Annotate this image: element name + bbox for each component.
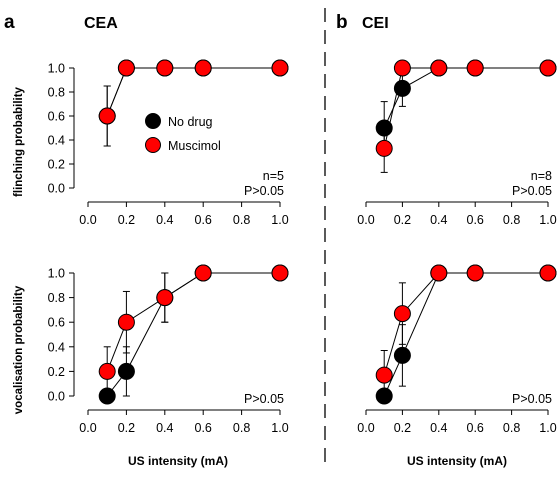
y-tick-label: 0.8 <box>48 86 65 100</box>
data-point-muscimol <box>393 59 411 77</box>
y-tick-label: 0.4 <box>48 134 65 148</box>
x-tick-label: 0.0 <box>79 421 96 435</box>
y-tick-label: 0.6 <box>48 110 65 124</box>
data-point-muscimol <box>156 59 174 77</box>
data-point-muscimol <box>156 289 174 307</box>
legend-label-muscimol: Muscimol <box>168 139 221 153</box>
data-point-muscimol <box>375 139 393 157</box>
data-point-muscimol <box>539 264 557 282</box>
x-tick-label: 0.4 <box>156 421 173 435</box>
series-line-no-drug <box>383 67 548 129</box>
data-point-muscimol <box>117 59 135 77</box>
y-tick-label: 1.0 <box>48 62 65 76</box>
x-tick-label: 0.0 <box>357 421 374 435</box>
x-tick-label: 0.6 <box>195 421 212 435</box>
data-point-muscimol <box>117 313 135 331</box>
data-point-muscimol <box>271 59 289 77</box>
data-point-no-drug <box>375 387 393 405</box>
annotation: P>0.05 <box>512 184 552 198</box>
legend-label-no-drug: No drug <box>168 115 213 129</box>
panel-title-cea: CEA <box>84 15 118 32</box>
series-line-muscimol <box>383 67 548 149</box>
data-point-no-drug <box>98 387 116 405</box>
x-tick-label: 1.0 <box>539 421 556 435</box>
y-tick-label: 0.0 <box>48 182 65 196</box>
x-tick-label: 0.8 <box>233 421 250 435</box>
data-point-muscimol <box>194 264 212 282</box>
data-point-muscimol <box>194 59 212 77</box>
data-point-no-drug <box>375 119 393 137</box>
data-point-no-drug <box>393 346 411 364</box>
data-point-no-drug <box>393 79 411 97</box>
chart-cea-vocalisation: 0.0 0.2 0.4 0.6 0.8 1.0 0.0 0.2 0.4 0.6 0.8 1.0 P>0.… <box>48 264 289 435</box>
annotation: P>0.05 <box>244 392 284 406</box>
y-tick-label: 0.2 <box>48 158 65 172</box>
data-point-no-drug <box>117 362 135 380</box>
x-tick-label: 0.0 <box>357 213 374 227</box>
data-point-muscimol <box>98 362 116 380</box>
x-tick-label: 1.0 <box>271 213 288 227</box>
panel-letter-b: b <box>336 12 348 33</box>
data-point-muscimol <box>430 264 448 282</box>
x-tick-label: 0.2 <box>394 213 411 227</box>
x-tick-label: 0.2 <box>118 213 135 227</box>
series-line-no-drug <box>383 272 548 397</box>
legend-marker-muscimol <box>145 137 161 153</box>
chart-cei-vocalisation: 0.0 0.2 0.4 0.6 0.8 1.0 P>0.05 <box>357 264 557 435</box>
data-point-muscimol <box>466 59 484 77</box>
data-point-muscimol <box>393 305 411 323</box>
x-tick-label: 0.8 <box>503 421 520 435</box>
y-tick-label: 0.0 <box>48 390 65 404</box>
y-tick-label: 0.8 <box>48 291 65 305</box>
x-tick-label: 0.8 <box>503 213 520 227</box>
chart-cei-flinching: 0.0 0.2 0.4 0.6 0.8 1.0 n=8P>0.05 <box>357 59 557 227</box>
legend-marker-no-drug <box>145 113 161 129</box>
x-tick-label: 1.0 <box>271 421 288 435</box>
y-tick-label: 0.2 <box>48 365 65 379</box>
y-tick-label: 0.4 <box>48 340 65 354</box>
x-tick-label: 0.4 <box>430 421 447 435</box>
x-tick-label: 0.8 <box>233 213 250 227</box>
data-point-muscimol <box>375 366 393 384</box>
x-label-cea: US intensity (mA) <box>128 454 228 468</box>
annotation: n=8 <box>531 169 552 183</box>
panel-title-cei: CEI <box>362 15 389 32</box>
data-point-muscimol <box>466 264 484 282</box>
data-point-muscimol <box>98 107 116 125</box>
x-tick-label: 0.0 <box>79 213 96 227</box>
series-line-no-drug <box>106 272 280 397</box>
x-tick-label: 0.4 <box>430 213 447 227</box>
annotation: P>0.05 <box>244 184 284 198</box>
data-point-muscimol <box>430 59 448 77</box>
panel-letter-a: a <box>4 12 15 33</box>
data-point-muscimol <box>271 264 289 282</box>
y-label-vocalisation: vocalisation probability <box>13 285 25 414</box>
legend: No drug Muscimol <box>145 113 221 153</box>
y-tick-label: 0.6 <box>48 316 65 330</box>
x-tick-label: 0.2 <box>118 421 135 435</box>
x-tick-label: 0.4 <box>156 213 173 227</box>
data-point-muscimol <box>539 59 557 77</box>
y-label-flinching: flinching probability <box>13 86 25 196</box>
x-tick-label: 0.2 <box>394 421 411 435</box>
series-line-no-drug <box>106 67 280 117</box>
x-tick-label: 0.6 <box>195 213 212 227</box>
series-line-muscimol <box>106 67 280 117</box>
x-label-cei: US intensity (mA) <box>407 454 507 468</box>
x-tick-label: 0.6 <box>467 213 484 227</box>
x-tick-label: 1.0 <box>539 213 556 227</box>
annotation: P>0.05 <box>512 392 552 406</box>
chart-cea-flinching: 0.0 0.2 0.4 0.6 0.8 1.0 0.0 0.2 0.4 0.6 0.8 1.0 n=5P… <box>48 59 289 227</box>
x-tick-label: 0.6 <box>467 421 484 435</box>
y-tick-label: 1.0 <box>48 267 65 281</box>
annotation: n=5 <box>263 169 284 183</box>
